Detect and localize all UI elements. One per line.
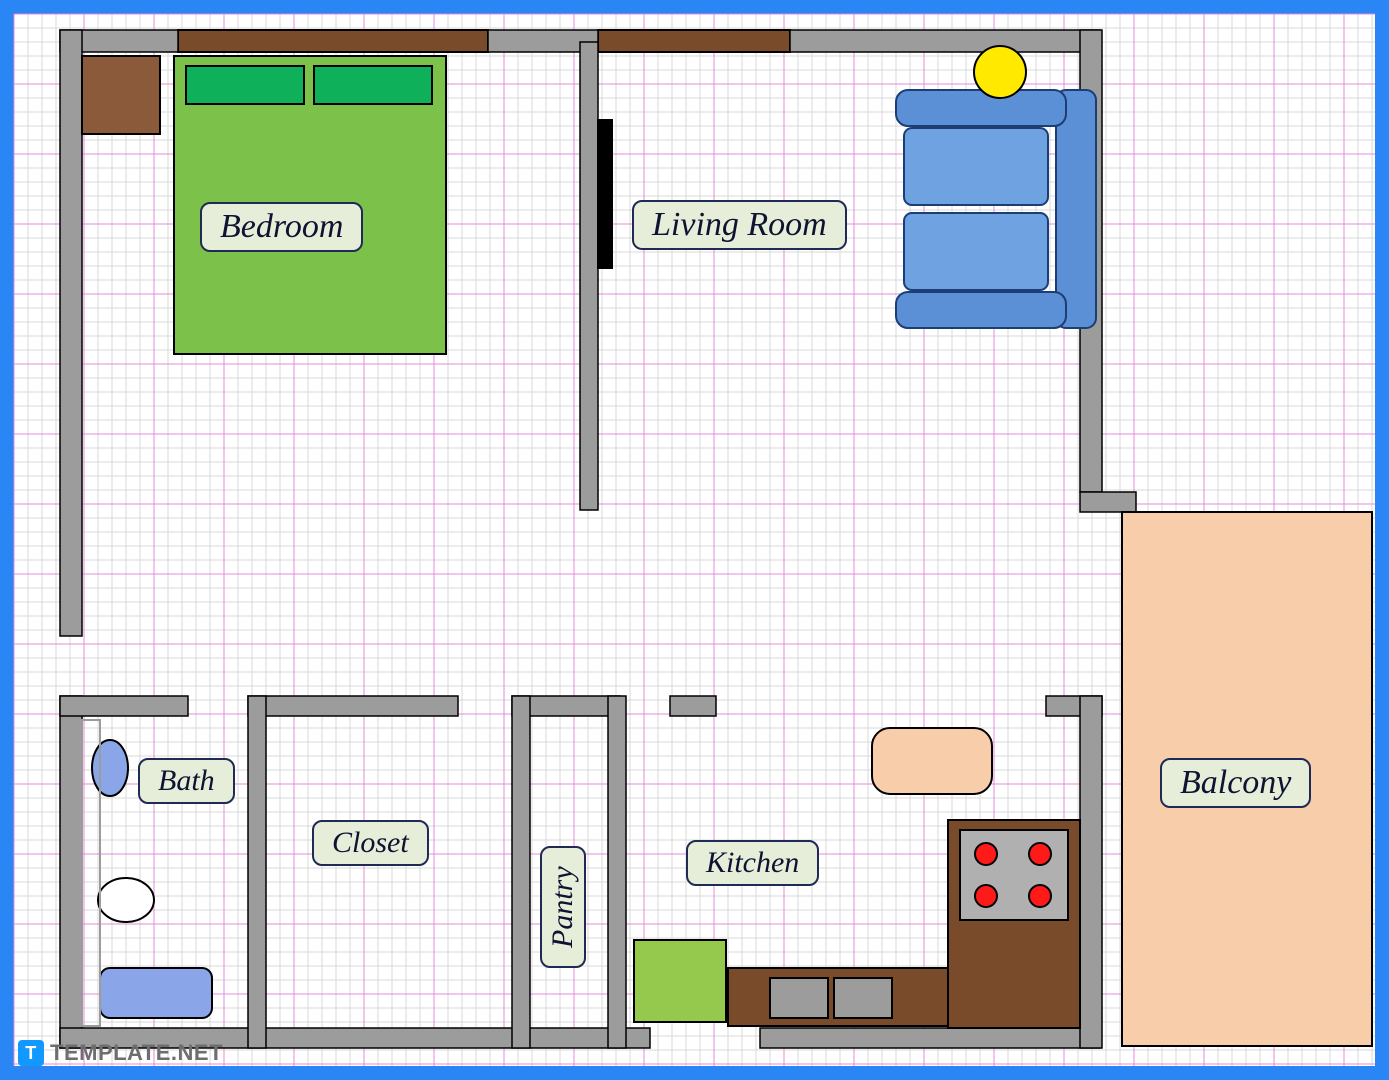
label-living: Living Room <box>632 200 847 250</box>
floorplan-frame: Bedroom Living Room Bath Closet Pantry Kitche… <box>0 0 1389 1080</box>
floorplan-canvas <box>0 0 1389 1080</box>
watermark-badge-icon: T <box>18 1040 44 1066</box>
label-balcony: Balcony <box>1160 758 1311 808</box>
label-kitchen: Kitchen <box>686 840 819 886</box>
label-closet: Closet <box>312 820 429 866</box>
label-pantry: Pantry <box>540 846 586 968</box>
watermark: T TEMPLATE.NET <box>18 1040 223 1066</box>
watermark-text: TEMPLATE.NET <box>50 1040 223 1066</box>
label-bath: Bath <box>138 758 235 804</box>
label-bedroom: Bedroom <box>200 202 363 252</box>
